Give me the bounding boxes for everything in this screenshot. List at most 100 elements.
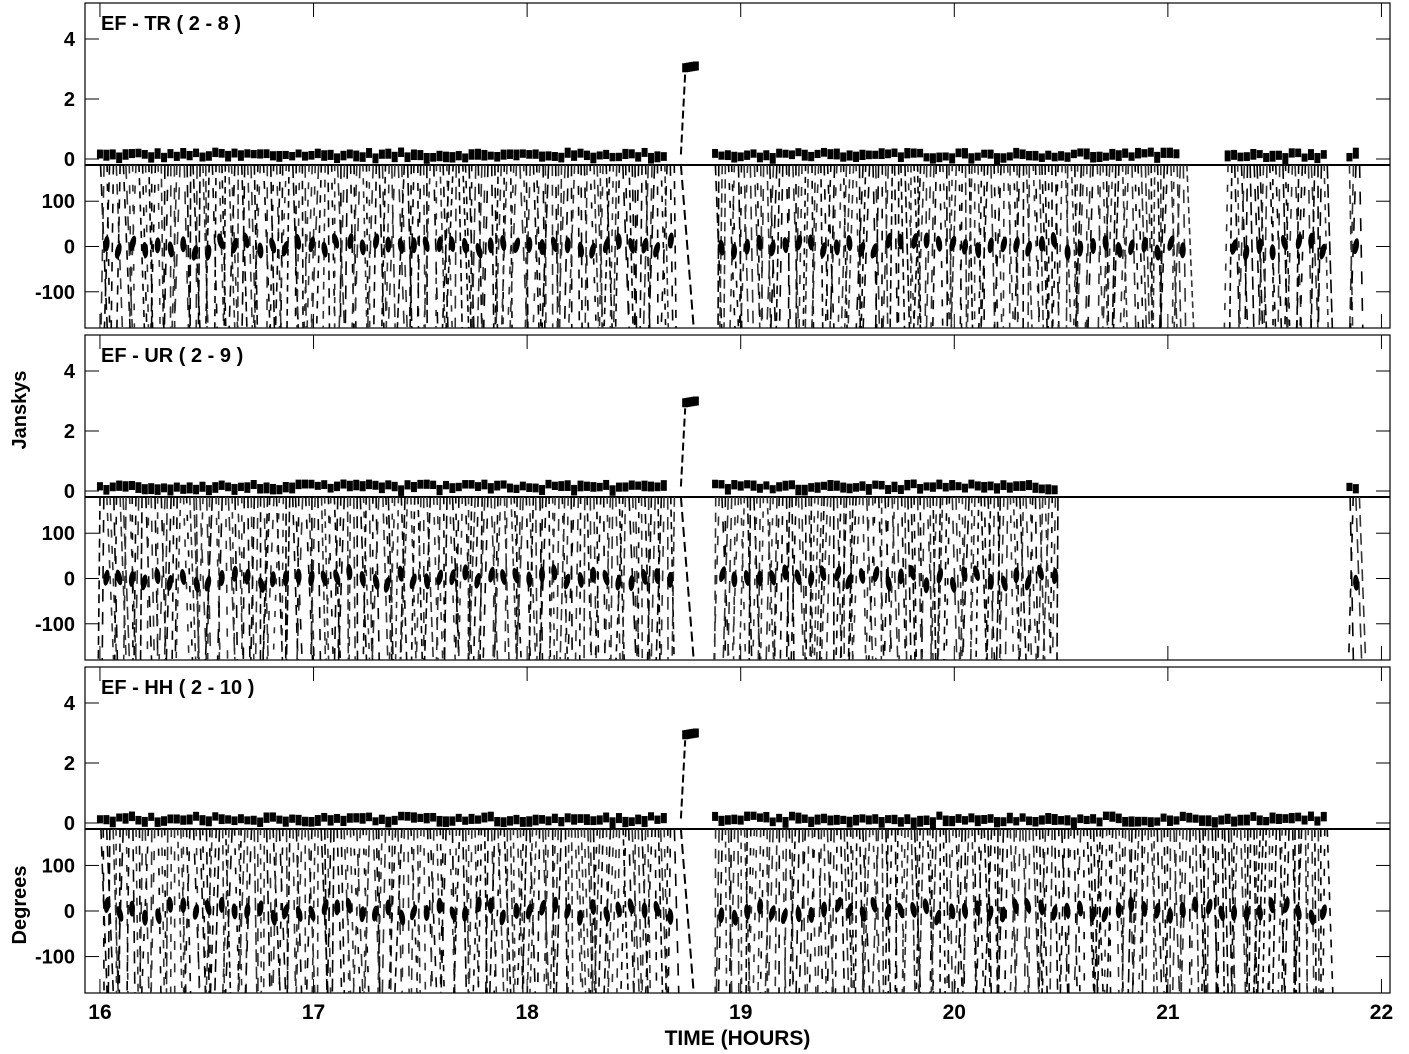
phase-streak (1317, 828, 1320, 994)
phase-cluster (193, 576, 201, 593)
amp-point (180, 484, 187, 494)
phase-cluster (936, 567, 944, 584)
amp-point (532, 149, 539, 159)
phase-streak (1311, 828, 1315, 994)
phase-streak (477, 496, 486, 661)
amp-point (513, 484, 520, 493)
phase-streak (806, 828, 810, 994)
amp-point (430, 812, 437, 822)
phase-cluster (1064, 902, 1071, 919)
phase-streak (311, 164, 320, 329)
phase-streak (555, 496, 560, 661)
phase-streak (138, 164, 146, 329)
phase-cluster (563, 573, 571, 590)
amp-point (1006, 152, 1013, 161)
amp-point (897, 152, 904, 163)
amp-point (308, 479, 315, 489)
phase-streak (1277, 164, 1281, 329)
phase-streak (1131, 164, 1137, 329)
phase-streak (242, 496, 246, 661)
phase-streak (493, 496, 499, 661)
phase-cluster (475, 896, 482, 913)
phase-streak (272, 828, 278, 994)
phase-cluster (257, 242, 264, 259)
amp-point (814, 482, 821, 493)
amp-point (840, 482, 847, 493)
phase-streak (1012, 496, 1020, 661)
phase-streak (713, 496, 717, 661)
phase-streak (969, 496, 976, 661)
phase-streak (865, 496, 870, 661)
amp-point (1141, 816, 1148, 826)
amp-point (385, 816, 392, 828)
amp-tick-label: 0 (64, 149, 75, 171)
phase-cluster (488, 566, 495, 583)
phase-cluster (1051, 568, 1058, 585)
phase-streak (482, 164, 489, 329)
phase-streak (113, 496, 118, 661)
amp-point (231, 483, 238, 495)
phase-cluster (1050, 231, 1058, 248)
phase-cluster (500, 569, 507, 585)
phase-cluster (218, 896, 225, 913)
phase-streak (1134, 164, 1140, 329)
amp-point (442, 816, 449, 827)
amp-point (436, 815, 443, 827)
phase-streak (778, 164, 784, 329)
amp-point (308, 150, 315, 160)
phase-streak (375, 496, 381, 661)
phase-streak (415, 496, 422, 661)
amp-point (398, 811, 405, 821)
amp-point (1301, 153, 1308, 162)
amp-point (1179, 811, 1186, 822)
phase-cluster (128, 900, 135, 917)
phase-streak (1140, 164, 1148, 329)
amp-point (801, 814, 808, 823)
phase-streak (439, 828, 445, 994)
phase-cluster (217, 233, 224, 250)
phase-cluster (512, 567, 520, 584)
amp-point (398, 485, 405, 496)
phase-cluster (1179, 242, 1186, 259)
amp-point (507, 149, 514, 159)
amp-point (949, 815, 956, 827)
phase-streak (171, 496, 175, 661)
phase-streak (1271, 828, 1278, 994)
phase-cluster (166, 896, 174, 913)
amp-point (212, 147, 219, 158)
amp-point (1154, 151, 1161, 163)
phase-streak (1054, 164, 1060, 329)
phase-streak (1259, 164, 1268, 329)
phase-cluster (1077, 240, 1084, 257)
phase-streak (162, 164, 166, 329)
phase-streak (587, 828, 594, 994)
amp-tick-label: 4 (64, 361, 76, 383)
phase-streak (532, 164, 541, 329)
amp-point (929, 153, 936, 164)
phase-streak (904, 164, 911, 329)
phase-streak (603, 828, 612, 994)
amp-point (128, 480, 135, 491)
amp-point (929, 817, 936, 829)
phase-streak (252, 164, 262, 329)
phase-cluster (359, 906, 366, 923)
amp-point (833, 814, 840, 825)
amp-point (1038, 815, 1045, 825)
phase-streak (408, 164, 413, 329)
amp-point (1077, 148, 1084, 157)
phase-streak (1152, 164, 1156, 329)
amp-point (410, 149, 417, 161)
amp-point (660, 152, 667, 161)
amp-point (398, 147, 405, 158)
amp-point (276, 150, 283, 162)
phase-cluster (667, 908, 674, 925)
amp-point (961, 148, 968, 159)
phase-streak (858, 828, 865, 994)
axis-ticks (85, 3, 1390, 993)
phase-cluster (961, 238, 969, 255)
phase-cluster (398, 909, 406, 926)
phase-streak (452, 828, 461, 994)
phase-streak (262, 828, 266, 994)
amp-point (718, 480, 725, 489)
phase-streak (894, 828, 898, 994)
